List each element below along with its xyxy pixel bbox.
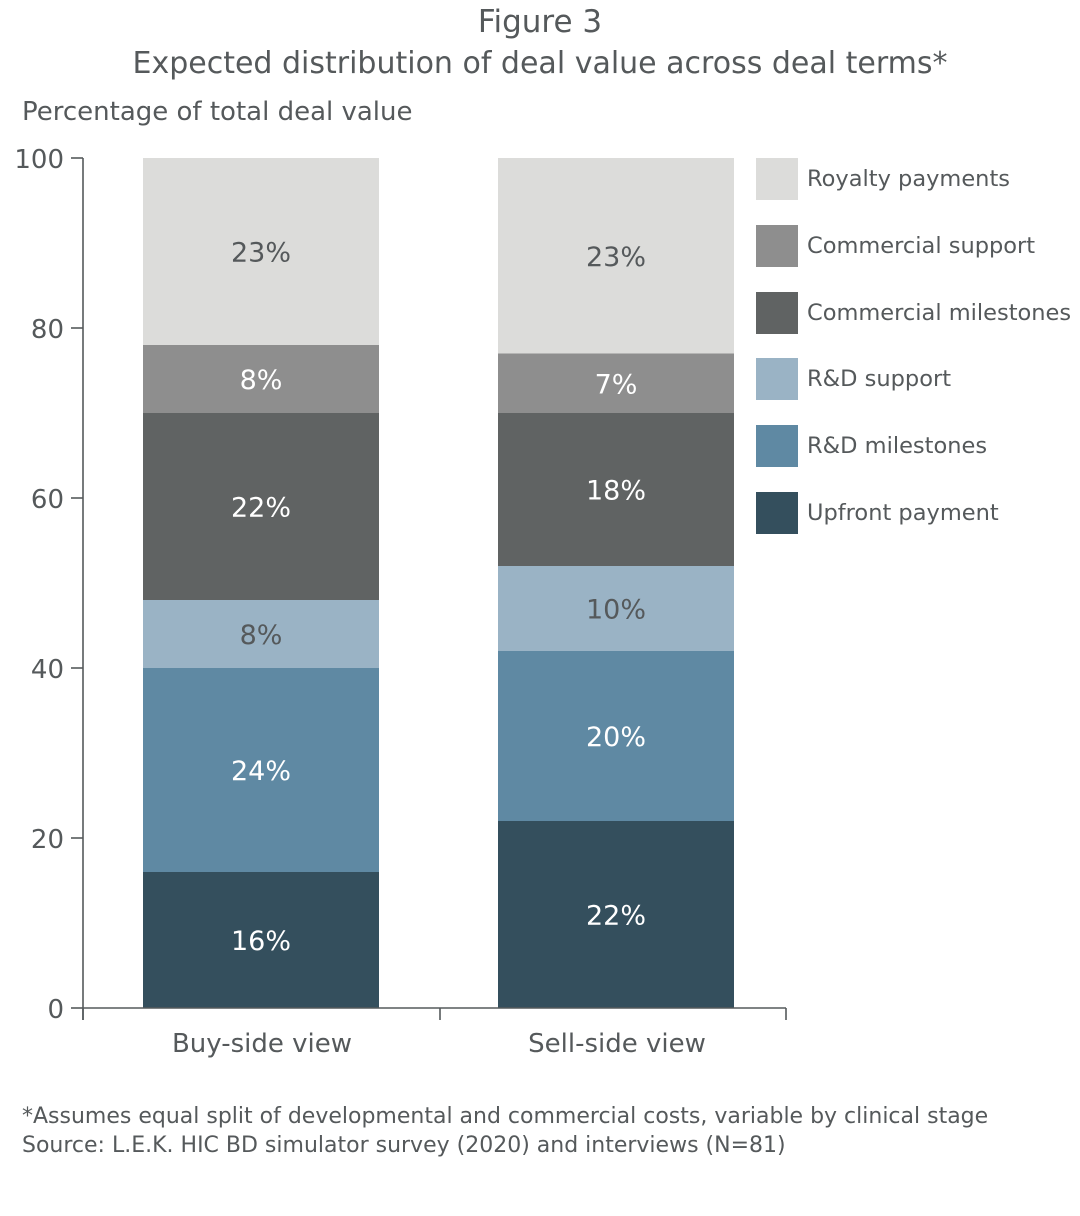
y-tick-label-100: 100 xyxy=(14,145,64,175)
bar-segment-randd-support-sell-side-view xyxy=(498,566,734,651)
footnotes: *Assumes equal split of developmental an… xyxy=(22,1102,988,1160)
data-label-commercial-support-sell-side-view: 7% xyxy=(595,369,638,400)
data-label-royalty-payments-buy-side-view: 23% xyxy=(231,238,291,269)
data-label-commercial-support-buy-side-view: 8% xyxy=(240,365,283,396)
bar-segment-upfront-payment-sell-side-view xyxy=(498,821,734,1008)
legend-item-randd-support: R&D support xyxy=(756,358,951,400)
legend-item-commercial-milestones: Commercial milestones xyxy=(756,292,1071,334)
data-label-randd-milestones-sell-side-view: 20% xyxy=(586,722,646,753)
legend-swatch-randd-milestones xyxy=(756,425,798,467)
legend-swatch-upfront-payment xyxy=(756,492,798,534)
legend-item-upfront-payment: Upfront payment xyxy=(756,492,999,534)
figure-number: Figure 3 xyxy=(477,4,603,40)
legend-item-commercial-support: Commercial support xyxy=(756,225,1035,267)
bar-segment-royalty-payments-buy-side-view xyxy=(143,158,379,345)
bar-segment-randd-milestones-buy-side-view xyxy=(143,668,379,872)
y-tick-label-80: 80 xyxy=(31,315,64,345)
data-label-commercial-milestones-sell-side-view: 18% xyxy=(586,476,646,507)
bar-segment-commercial-support-sell-side-view xyxy=(498,353,734,413)
y-tick-label-60: 60 xyxy=(31,485,64,515)
y-tick-label-0: 0 xyxy=(47,995,64,1025)
bar-segment-royalty-payments-sell-side-view xyxy=(498,158,734,354)
footnote-assumption: *Assumes equal split of developmental an… xyxy=(22,1104,989,1129)
data-label-royalty-payments-sell-side-view: 23% xyxy=(586,242,646,273)
legend-label-upfront-payment: Upfront payment xyxy=(807,500,999,526)
x-tick-label-sell-side-view: Sell-side view xyxy=(528,1029,706,1059)
data-label-commercial-milestones-buy-side-view: 22% xyxy=(231,493,291,524)
data-label-randd-support-sell-side-view: 10% xyxy=(586,595,646,626)
data-label-upfront-payment-sell-side-view: 22% xyxy=(586,901,646,932)
figure-title: Expected distribution of deal value acro… xyxy=(132,46,948,81)
legend-swatch-commercial-support xyxy=(756,225,798,267)
x-tick-label-buy-side-view: Buy-side view xyxy=(172,1029,352,1059)
bar-segment-commercial-support-buy-side-view xyxy=(143,345,379,413)
bar-segment-commercial-milestones-buy-side-view xyxy=(143,413,379,600)
bar-segment-commercial-milestones-sell-side-view xyxy=(498,413,734,566)
legend-label-royalty-payments: Royalty payments xyxy=(807,166,1010,192)
legend-label-commercial-support: Commercial support xyxy=(807,233,1036,259)
data-label-randd-support-buy-side-view: 8% xyxy=(240,620,283,651)
bar-segment-upfront-payment-buy-side-view xyxy=(143,872,379,1008)
legend-item-royalty-payments: Royalty payments xyxy=(756,158,1010,200)
legend-label-randd-milestones: R&D milestones xyxy=(807,433,988,459)
y-tick-label-20: 20 xyxy=(31,825,64,855)
legend-item-randd-milestones: R&D milestones xyxy=(756,425,987,467)
legend-swatch-randd-support xyxy=(756,358,798,400)
data-label-upfront-payment-buy-side-view: 16% xyxy=(231,926,291,957)
bar-segment-randd-support-buy-side-view xyxy=(143,600,379,668)
bar-segment-randd-milestones-sell-side-view xyxy=(498,651,734,821)
y-tick-label-40: 40 xyxy=(31,655,64,685)
legend-label-randd-support: R&D support xyxy=(807,366,952,392)
data-label-randd-milestones-buy-side-view: 24% xyxy=(231,756,291,787)
legend-swatch-commercial-milestones xyxy=(756,292,798,334)
y-axis-label: Percentage of total deal value xyxy=(22,97,413,127)
legend-label-commercial-milestones: Commercial milestones xyxy=(807,300,1072,326)
footnote-source: Source: L.E.K. HIC BD simulator survey (… xyxy=(22,1133,786,1158)
legend-swatch-royalty-payments xyxy=(756,158,798,200)
